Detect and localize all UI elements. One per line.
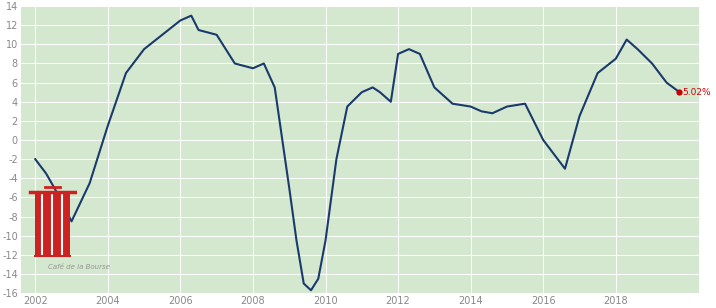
Text: 5.02%: 5.02% [682, 87, 711, 96]
Bar [34, 192, 70, 256]
Text: Café de la Bourse: Café de la Bourse [48, 264, 110, 270]
